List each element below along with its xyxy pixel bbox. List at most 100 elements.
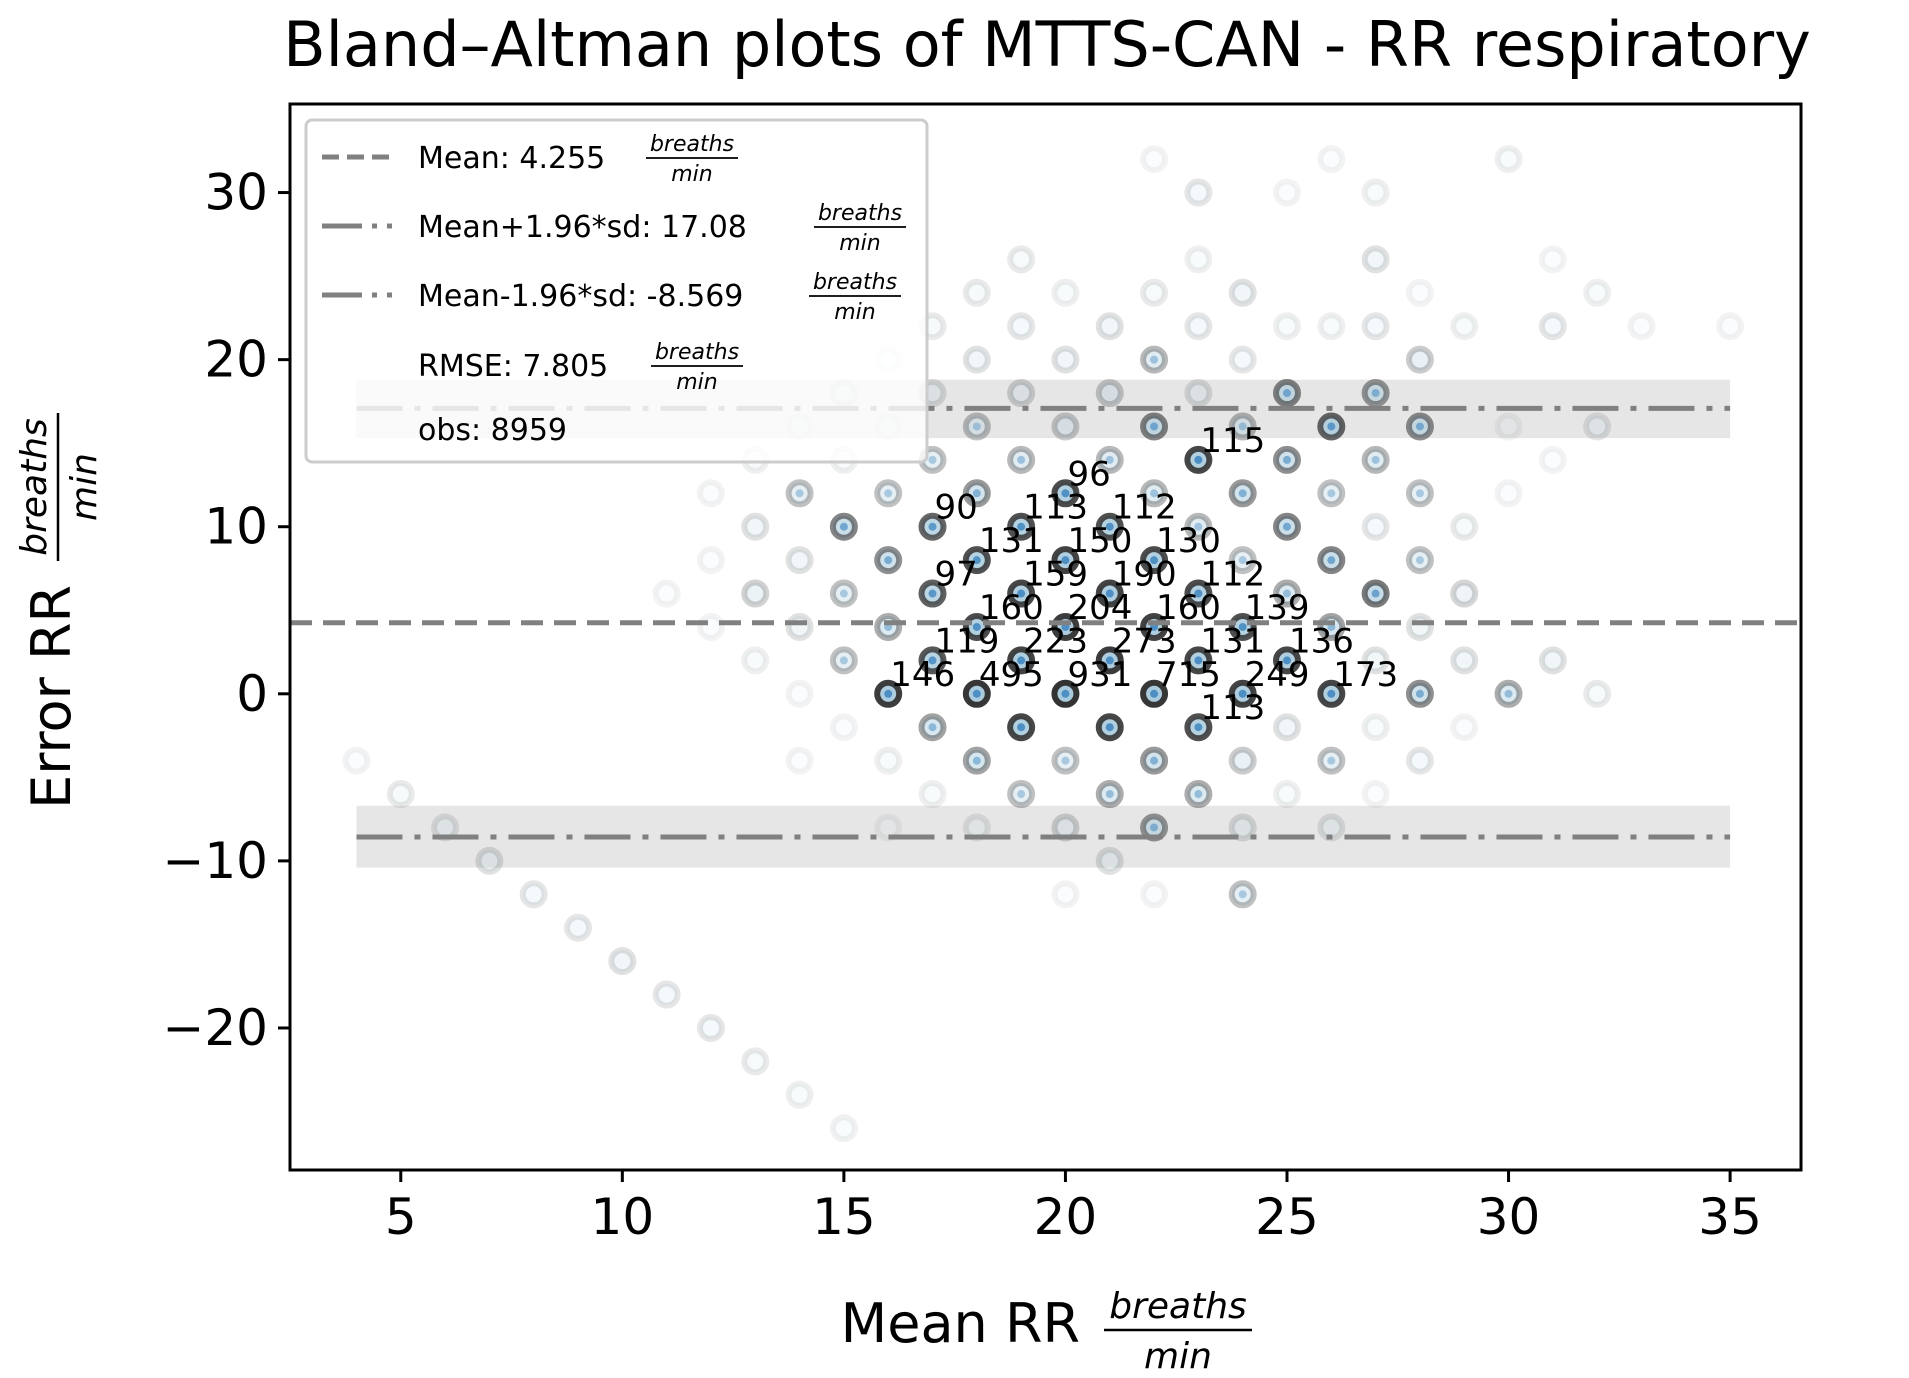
- data-point-core: [1061, 689, 1070, 698]
- data-point-ring: [874, 679, 903, 708]
- data-point-ring: [1405, 412, 1434, 441]
- legend-obs-label: obs: 8959: [418, 413, 567, 448]
- data-point-ring: [962, 746, 991, 775]
- legend-unit-upper-num: breaths: [818, 201, 902, 226]
- data-point-ring: [1450, 646, 1479, 675]
- y-tick-label: −20: [162, 999, 268, 1057]
- data-point-outer: [965, 415, 988, 438]
- y-axis-label: Error RR breaths min: [14, 413, 105, 809]
- data-point-outer: [1143, 482, 1166, 505]
- point-count-label: 160: [1156, 588, 1221, 628]
- data-point-outer: [522, 883, 545, 906]
- point-count-label: 112: [1200, 555, 1265, 595]
- data-point-ring: [1007, 579, 1036, 608]
- data-point-outer: [1364, 248, 1387, 271]
- data-point-outer: [1098, 315, 1121, 338]
- data-point-outer: [1054, 415, 1077, 438]
- data-point-core: [1017, 790, 1026, 799]
- data-point-core: [795, 489, 804, 498]
- data-point-core: [1150, 489, 1159, 498]
- point-count-label: 159: [1023, 555, 1088, 595]
- data-point-ring: [1228, 880, 1257, 909]
- data-point-core: [1061, 756, 1070, 765]
- data-point-core: [1415, 556, 1424, 565]
- data-point-core: [1415, 489, 1424, 498]
- data-point-ring: [1538, 312, 1567, 341]
- data-point-ring: [918, 512, 947, 541]
- data-point-ring: [962, 278, 991, 307]
- data-point-ring: [1007, 780, 1036, 809]
- data-point-outer: [1275, 783, 1298, 806]
- x-tick-label: 35: [1698, 1188, 1762, 1246]
- data-point-outer: [1231, 348, 1254, 371]
- data-point-ring: [1228, 412, 1257, 441]
- data-point-core: [1105, 455, 1114, 464]
- data-point-ring: [1272, 646, 1301, 675]
- data-point-outer: [611, 950, 634, 973]
- data-point-core: [928, 589, 937, 598]
- legend-unit-lower: breaths min: [809, 270, 901, 325]
- data-point-ring: [1494, 479, 1523, 508]
- data-point-ring: [608, 947, 637, 976]
- legend-box: [304, 118, 929, 464]
- x-tick-label: 25: [1255, 1188, 1319, 1246]
- data-point-ring: [1361, 178, 1390, 207]
- data-point-ring: [1051, 278, 1080, 307]
- data-point-ring: [785, 679, 814, 708]
- data-point-ring: [1051, 345, 1080, 374]
- point-count-label: 113: [1023, 488, 1088, 528]
- data-point-core: [884, 489, 893, 498]
- legend-unit-upper: breaths min: [814, 201, 906, 256]
- data-point-core: [1061, 489, 1070, 498]
- data-point-core: [1017, 723, 1026, 732]
- legend-unit-lower-num: breaths: [813, 270, 897, 295]
- y-axis-label-text: Error RR: [20, 585, 83, 809]
- data-point-core: [1150, 355, 1159, 364]
- point-count-label: 190: [1112, 555, 1177, 595]
- data-point-outer: [1231, 281, 1254, 304]
- data-point-core: [1150, 422, 1159, 431]
- data-point-ring: [829, 713, 858, 742]
- data-point-outer: [1408, 549, 1431, 572]
- data-point-outer: [1586, 682, 1609, 705]
- data-point-outer: [434, 816, 457, 839]
- point-count-label: 112: [1112, 488, 1177, 528]
- data-point-ring: [1272, 713, 1301, 742]
- point-count-label: 97: [935, 555, 978, 595]
- data-point-core: [1194, 522, 1203, 531]
- data-point-ring: [874, 813, 903, 842]
- data-point-ring: [652, 579, 681, 608]
- data-point-outer: [1010, 315, 1033, 338]
- data-point-ring: [1405, 345, 1434, 374]
- point-count-label: 115: [1200, 421, 1265, 461]
- data-point-ring: [1007, 713, 1036, 742]
- data-point-outer: [1408, 749, 1431, 772]
- data-point-ring: [1051, 679, 1080, 708]
- data-point-outer: [1231, 749, 1254, 772]
- data-point-outer: [877, 816, 900, 839]
- data-point-ring: [1228, 546, 1257, 575]
- data-point-core: [1282, 455, 1291, 464]
- data-point-core: [1238, 890, 1247, 899]
- data-point-outer: [1143, 883, 1166, 906]
- data-point-ring: [1405, 612, 1434, 641]
- data-point-ring: [1317, 746, 1346, 775]
- point-count-label: 249: [1245, 655, 1310, 695]
- data-point-ring: [1361, 713, 1390, 742]
- data-point-outer: [1453, 716, 1476, 739]
- data-point-core: [1150, 689, 1159, 698]
- data-point-core: [1017, 589, 1026, 598]
- data-point-ring: [1140, 145, 1169, 174]
- data-point-outer: [965, 348, 988, 371]
- data-point-outer: [1143, 348, 1166, 371]
- data-point-ring: [962, 479, 991, 508]
- data-point-outer: [1541, 448, 1564, 471]
- plot-frame: [288, 102, 1803, 1172]
- data-point-core: [928, 723, 937, 732]
- point-count-label: 160: [979, 588, 1044, 628]
- data-point-core: [1194, 790, 1203, 799]
- data-point-outer: [744, 649, 767, 672]
- data-point-core: [1105, 723, 1114, 732]
- data-point-core: [1150, 556, 1159, 565]
- point-count-label: 130: [1156, 521, 1221, 561]
